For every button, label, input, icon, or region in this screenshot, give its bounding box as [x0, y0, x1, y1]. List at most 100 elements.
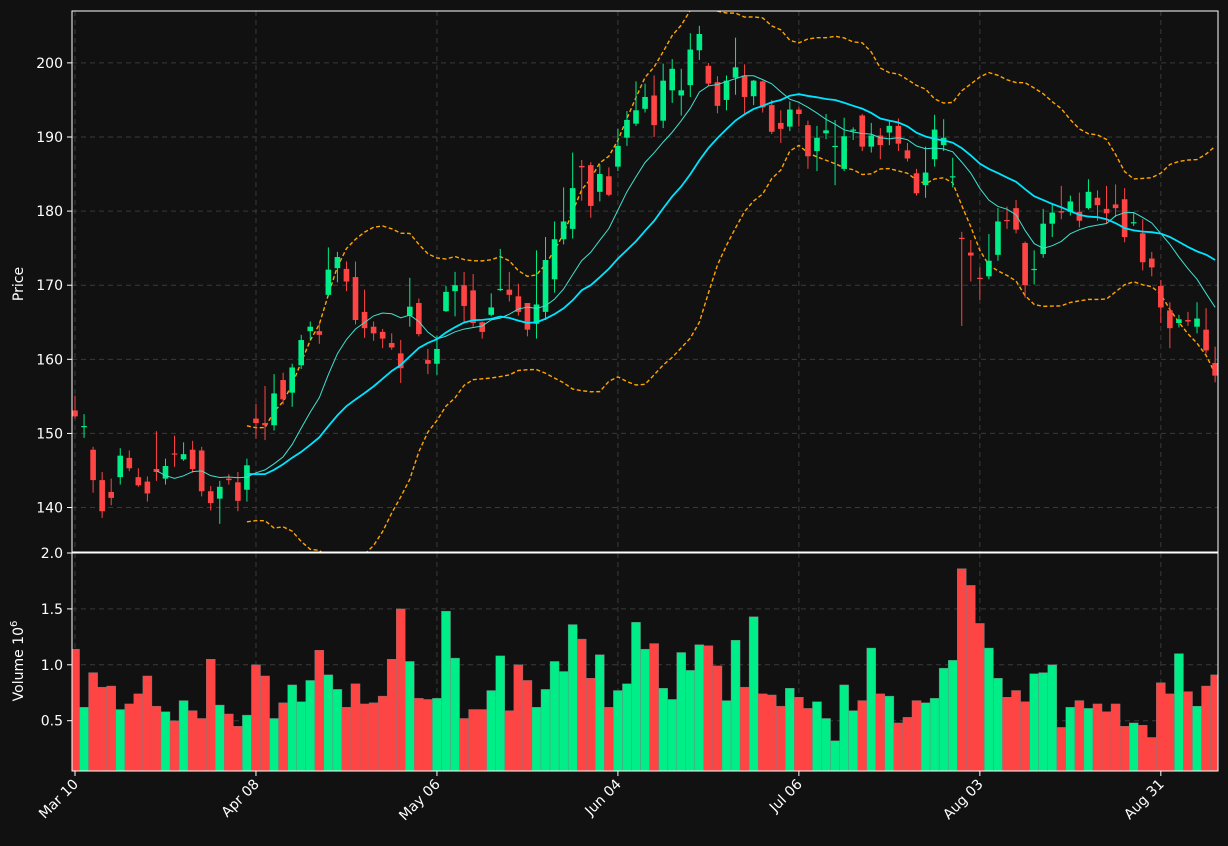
candle-body [777, 122, 784, 129]
candle-body [958, 237, 965, 239]
volume-bar [767, 694, 777, 771]
volume-bar [1201, 685, 1211, 771]
volume-bar [468, 709, 478, 771]
price-tick-label: 150 [36, 426, 63, 442]
candle-body [361, 311, 368, 329]
volume-bar [513, 664, 524, 771]
volume-bar [106, 685, 116, 771]
volume-bar [567, 624, 578, 771]
candle-body [316, 331, 323, 335]
candle-body [524, 302, 531, 330]
volume-bar [739, 686, 750, 771]
volume-bar [848, 710, 858, 771]
candle-body [1094, 197, 1101, 206]
candle-body [1022, 242, 1028, 286]
candle-body [940, 137, 947, 146]
volume-bar [1192, 705, 1202, 771]
volume-bar [947, 660, 958, 771]
volume-bar [649, 643, 659, 771]
candle-body [1139, 233, 1146, 263]
volume-bar [540, 689, 551, 771]
candle-body [262, 423, 268, 426]
volume-bar [1038, 672, 1048, 771]
candle-body [334, 257, 341, 269]
volume-bar [1083, 708, 1094, 771]
volume-bar [441, 610, 451, 771]
volume-bar [920, 702, 931, 771]
candle-body [280, 380, 286, 400]
volume-bar [359, 703, 370, 771]
volume-bar [875, 693, 886, 771]
volume-bar [242, 714, 252, 771]
candle-body [226, 478, 232, 481]
candle-body [108, 491, 114, 498]
candle-body [388, 343, 395, 348]
volume-bar [975, 623, 985, 771]
candle-body [343, 268, 350, 282]
volume-bar [576, 638, 587, 771]
volume-bar [1020, 701, 1030, 771]
volume-bar [332, 689, 343, 771]
volume-bar [1092, 703, 1103, 771]
candle-body [72, 410, 78, 417]
price-tick-label: 170 [36, 278, 63, 294]
candle-body [922, 172, 929, 186]
candle-body [759, 81, 766, 108]
candle-body [977, 277, 983, 279]
candle-body [741, 75, 748, 97]
volume-bar [1065, 707, 1076, 771]
candle-body [560, 221, 567, 240]
candle-body [416, 302, 422, 335]
volume-bar [495, 655, 506, 771]
candle-body [253, 418, 259, 424]
candle-body [298, 340, 305, 366]
candle-body [1076, 211, 1083, 221]
volume-bar [712, 665, 723, 771]
candle-body [895, 125, 902, 144]
volume-bar [323, 674, 334, 771]
candle-body [434, 348, 440, 364]
volume-bar [631, 622, 641, 771]
candle-body [696, 33, 703, 51]
volume-bar [667, 699, 677, 771]
volume-bar [215, 704, 225, 771]
volume-bar [522, 680, 533, 771]
candle-body [153, 468, 160, 472]
volume-bar [640, 648, 650, 771]
candle-body [126, 457, 133, 469]
candle-body [1176, 319, 1182, 324]
volume-bar [893, 722, 904, 771]
volume-bar [169, 720, 180, 771]
volume-bar [1101, 711, 1112, 771]
candle-body [1031, 268, 1037, 271]
candle-body [913, 173, 920, 194]
price-tick-label: 140 [36, 501, 63, 517]
volume-bar [142, 675, 153, 771]
volume-bar [984, 647, 994, 771]
volume-bar [386, 659, 397, 771]
candle-body [587, 165, 594, 206]
volume-bar [676, 652, 686, 771]
candle-body [968, 252, 974, 256]
candle-body [787, 109, 793, 127]
volume-bar [938, 667, 949, 771]
price-panel-frame [71, 10, 1219, 553]
candle-body [1185, 320, 1191, 322]
volume-bar [957, 568, 967, 771]
candle-body [796, 109, 802, 115]
candle-body [506, 289, 513, 295]
candle-body [850, 129, 856, 131]
candle-body [1004, 219, 1010, 222]
candle-body [144, 481, 151, 494]
volume-bar [929, 698, 940, 771]
volume-bar [504, 710, 515, 771]
candle-body [569, 188, 576, 229]
volume-bar [884, 695, 895, 771]
candle-body [768, 105, 775, 132]
candle-body [624, 119, 630, 138]
candle-body [986, 260, 992, 277]
candle-body [949, 176, 956, 178]
volume-bar [1156, 682, 1166, 771]
candle-body [633, 110, 639, 124]
